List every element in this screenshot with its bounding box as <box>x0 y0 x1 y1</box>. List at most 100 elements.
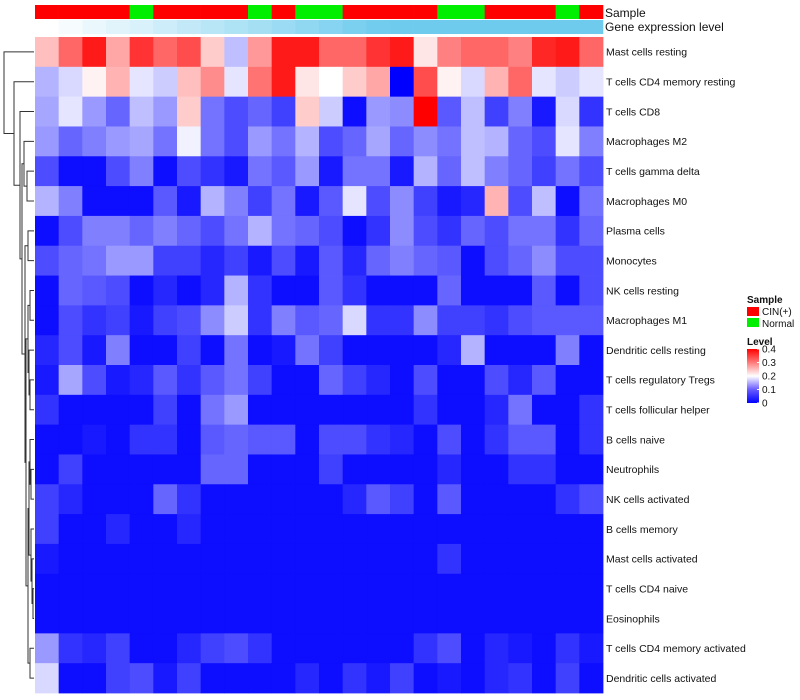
heatmap-cell <box>555 126 580 157</box>
heatmap-cell <box>271 245 296 276</box>
heatmap-cell <box>437 96 462 127</box>
heatmap-cell <box>413 186 438 217</box>
heatmap-cell <box>129 186 154 217</box>
heatmap-cell <box>484 37 509 68</box>
heatmap-cell <box>579 186 604 217</box>
heatmap-cell <box>461 275 486 306</box>
heatmap-cell <box>508 156 533 187</box>
heatmap-cell <box>390 484 415 515</box>
heatmap-cell <box>319 543 344 575</box>
heatmap-cell <box>579 603 604 634</box>
legend-tick-label: 0.3 <box>762 358 776 369</box>
heatmap-cell <box>413 66 438 98</box>
heatmap-cell <box>82 603 107 634</box>
heatmap-cell <box>224 573 249 604</box>
sample-annotation-cell <box>319 5 343 19</box>
heatmap-cell <box>106 424 131 455</box>
heatmap-cell <box>200 66 225 98</box>
heatmap-cell <box>35 96 60 127</box>
row-label: Dendritic cells activated <box>606 673 716 685</box>
heatmap-cell <box>200 96 225 127</box>
heatmap-cell <box>484 245 509 276</box>
gene-expression-annotation-cell <box>35 20 59 34</box>
heatmap-cell <box>35 305 60 336</box>
heatmap-cell <box>35 66 60 98</box>
heatmap-cell <box>177 156 202 187</box>
heatmap-cell <box>437 424 462 455</box>
heatmap-cell <box>461 335 486 366</box>
heatmap-cell <box>319 186 344 217</box>
heatmap-cell <box>106 573 131 604</box>
heatmap-cell <box>532 37 557 68</box>
heatmap-cell <box>555 186 580 217</box>
heatmap-cell <box>58 96 83 127</box>
heatmap-cell <box>129 126 154 157</box>
heatmap-cell <box>295 156 320 187</box>
heatmap-cell <box>106 156 131 187</box>
heatmap-cell <box>295 37 320 68</box>
heatmap-cell <box>555 514 580 545</box>
legend-sample-title: Sample <box>747 295 783 306</box>
heatmap-cell <box>555 245 580 276</box>
heatmap-cell <box>106 365 131 396</box>
heatmap-cell <box>342 186 367 217</box>
gene-expression-annotation-cell <box>461 20 485 34</box>
row-label: B cells naive <box>606 434 665 446</box>
heatmap-cell <box>58 335 83 366</box>
heatmap-cell <box>319 394 344 426</box>
heatmap-cell <box>129 484 154 515</box>
heatmap-cell <box>58 424 83 455</box>
heatmap-cell <box>366 663 391 694</box>
heatmap-cell <box>58 275 83 306</box>
heatmap-cell <box>342 394 367 426</box>
heatmap-cell <box>437 603 462 634</box>
heatmap-cell <box>106 96 131 127</box>
heatmap-cell <box>413 335 438 366</box>
heatmap-cell <box>366 215 391 247</box>
heatmap-cell <box>177 514 202 545</box>
heatmap-cell <box>224 96 249 127</box>
heatmap-cell <box>508 543 533 575</box>
heatmap-cell <box>200 215 225 247</box>
heatmap-cell <box>342 573 367 604</box>
heatmap-cell <box>35 335 60 366</box>
heatmap-cell <box>508 603 533 634</box>
heatmap-cell <box>437 484 462 515</box>
heatmap-cell <box>390 424 415 455</box>
heatmap-cell <box>129 633 154 664</box>
heatmap-cell <box>484 543 509 575</box>
heatmap-cell <box>413 514 438 545</box>
row-label: Eosinophils <box>606 613 660 625</box>
heatmap-cell <box>555 454 580 485</box>
heatmap-cell <box>35 394 60 426</box>
heatmap-cell <box>129 454 154 485</box>
heatmap-cell <box>35 484 60 515</box>
dendrogram-branch <box>26 170 34 202</box>
heatmap-cell <box>579 394 604 426</box>
heatmap-cell <box>295 275 320 306</box>
heatmap-cell <box>461 424 486 455</box>
heatmap-cell <box>390 66 415 98</box>
heatmap-cell <box>271 603 296 634</box>
heatmap-cell <box>224 305 249 336</box>
heatmap-cell <box>555 394 580 426</box>
heatmap-cell <box>437 245 462 276</box>
heatmap-cell <box>82 335 107 366</box>
heatmap-cell <box>224 37 249 68</box>
heatmap-cell <box>579 633 604 664</box>
heatmap-cell <box>461 603 486 634</box>
heatmap-cell <box>413 275 438 306</box>
heatmap-cell <box>319 126 344 157</box>
heatmap-cell <box>58 37 83 68</box>
heatmap-cell <box>366 514 391 545</box>
sample-annotation-cell <box>129 5 154 19</box>
heatmap-cell <box>579 305 604 336</box>
heatmap-cell <box>508 186 533 217</box>
annotation-label-gene-expression: Gene expression level <box>605 20 724 34</box>
heatmap-cell <box>82 663 107 694</box>
heatmap-cell <box>461 394 486 426</box>
legend-tick-label: 0.4 <box>762 345 776 356</box>
heatmap-cell <box>35 245 60 276</box>
heatmap-cell <box>82 245 107 276</box>
heatmap-cell <box>437 454 462 485</box>
